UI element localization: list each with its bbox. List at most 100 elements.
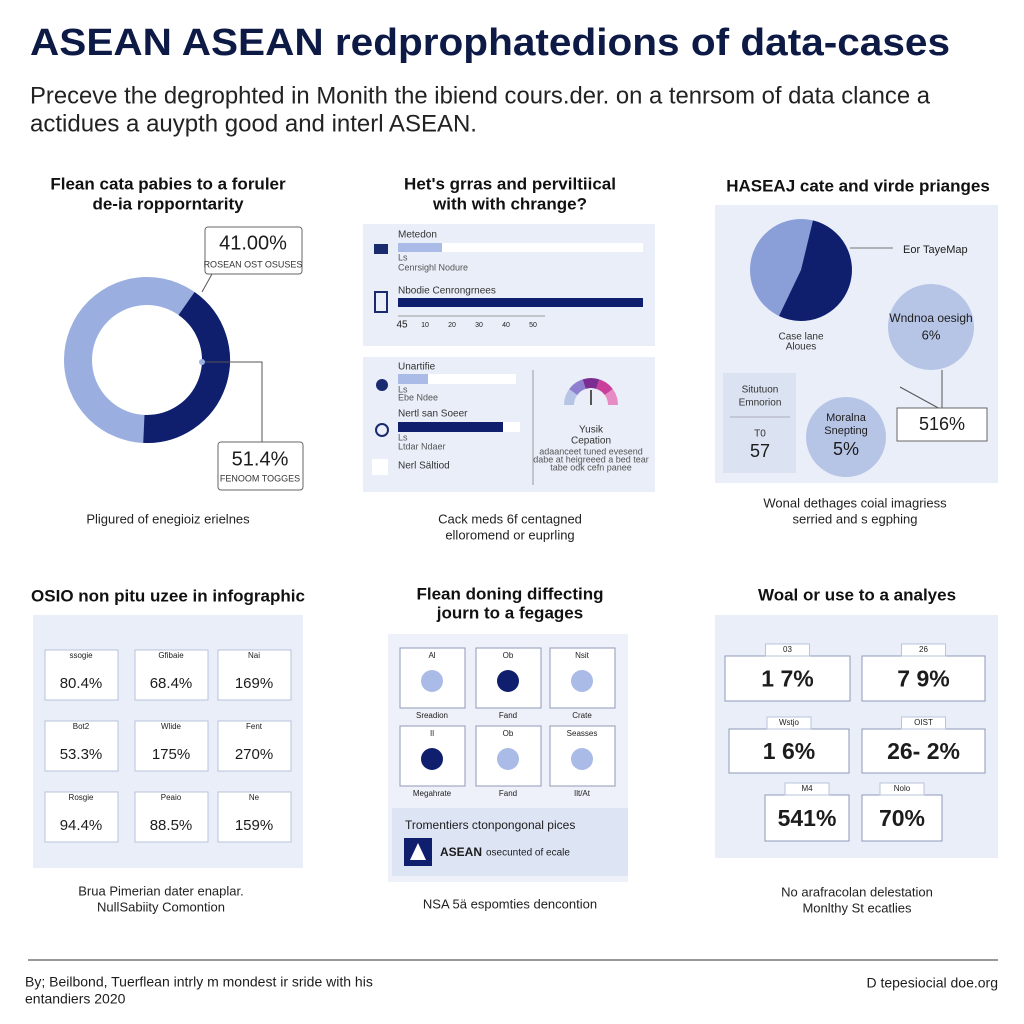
row-label: Nbodie Cenrongrnees — [398, 286, 496, 297]
pie-label: Eor TayeMap — [903, 244, 968, 256]
gauge-segment — [582, 378, 600, 389]
card-label: Nsit — [575, 651, 590, 660]
gauge-label: Yusik — [579, 425, 604, 436]
dot — [497, 748, 519, 770]
side-label: Emnorion — [739, 398, 782, 409]
icon — [372, 459, 388, 475]
icon — [374, 291, 388, 313]
icon — [374, 244, 388, 254]
leader-line — [899, 386, 943, 411]
dot — [571, 670, 593, 692]
card-label: 26 — [919, 645, 928, 654]
card-label: Bot2 — [73, 722, 90, 731]
row-note: Ltdar Ndaer — [398, 441, 446, 451]
card-label: Il — [430, 729, 434, 738]
card-tab — [901, 643, 946, 657]
gauge-segment — [595, 379, 613, 396]
axis-label: 40 — [502, 322, 510, 329]
leader-line — [202, 361, 263, 442]
stat-card — [861, 728, 986, 774]
card-label: Wlide — [161, 722, 182, 731]
bubble-label: Moralna — [826, 412, 867, 424]
gauge-segment — [569, 379, 587, 396]
side-box — [723, 373, 796, 473]
bubble — [888, 284, 974, 370]
bar — [398, 243, 442, 252]
card-tab — [765, 643, 810, 657]
dot — [497, 670, 519, 692]
stat-card — [217, 720, 292, 772]
card-label: Gfibaie — [158, 651, 184, 660]
bubble-label: Snepting — [824, 425, 867, 437]
caption: serried and s egphing — [792, 511, 917, 526]
callout-box — [217, 441, 304, 491]
card-label: Wstjo — [779, 718, 800, 727]
stat-card — [44, 720, 119, 772]
card-label: ssogie — [69, 651, 93, 660]
box-value: 516% — [919, 414, 965, 434]
gauge-note: adaanceet tuned evesend — [539, 446, 643, 456]
leader-line — [201, 273, 213, 293]
icon — [375, 423, 389, 437]
card-label: M4 — [801, 784, 813, 793]
caption: Cack meds 6f centagned — [438, 511, 582, 526]
dot — [421, 748, 443, 770]
brand-note: osecunted of ecale — [486, 848, 570, 859]
dot — [421, 670, 443, 692]
footer-site: D tepesiocial doe.org — [866, 975, 998, 991]
marker — [199, 359, 205, 365]
card-tab — [901, 716, 946, 730]
card-caption: Fand — [499, 789, 517, 798]
panel-title: de-ia ropporntarity — [92, 194, 244, 213]
row-note: Cenrsighl Nodure — [398, 262, 468, 272]
card-label: Peaio — [161, 793, 182, 802]
stat-card — [134, 791, 209, 843]
bubble — [806, 397, 886, 477]
caption: Pligured of enegioiz erielnes — [86, 511, 250, 526]
caption: Monlthy St ecatlies — [802, 900, 912, 915]
card-value: 68.4% — [150, 675, 193, 692]
card-caption: Ilt/At — [574, 789, 591, 798]
bubble-value: 6% — [922, 327, 941, 342]
row-label: Unartifie — [398, 362, 436, 373]
caption: elloromend or euprling — [445, 527, 574, 542]
dot — [571, 748, 593, 770]
card-value: 80.4% — [60, 675, 103, 692]
bar — [398, 422, 503, 432]
card-label: Seasses — [567, 729, 598, 738]
card-caption: Fand — [499, 711, 517, 720]
stat-card — [44, 649, 119, 701]
gauge-segment — [564, 389, 578, 406]
value-box — [896, 407, 988, 442]
card-value: 1 7% — [761, 666, 813, 692]
donut-segment — [143, 292, 230, 443]
card-value: 94.4% — [60, 817, 103, 834]
panel-title: Flean cata pabies to a foruler — [50, 174, 286, 193]
row-label: Metedon — [398, 230, 437, 241]
side-label: Situtuon — [742, 385, 779, 396]
bar-track — [398, 243, 643, 252]
card-tab — [766, 716, 812, 730]
note-text: Tromentiers ctonpongonal pices — [405, 818, 575, 832]
pie-slice — [779, 220, 852, 321]
stat-card — [44, 791, 119, 843]
card-value: 7 9% — [897, 666, 949, 692]
card-value: 53.3% — [60, 746, 103, 763]
callout-note: ROSEAN OST OSUSES — [204, 259, 303, 269]
bar — [398, 298, 643, 307]
panel-title: Woal or use to a analyes — [758, 585, 956, 604]
icon — [376, 379, 388, 391]
row-note: Ebe Ndee — [398, 392, 438, 402]
axis-label: 10 — [421, 322, 429, 329]
card-caption: Megahrate — [413, 789, 452, 798]
panel-title: journ to a fegages — [436, 603, 583, 622]
card-value: 1 6% — [763, 738, 815, 764]
stat-card — [861, 794, 943, 842]
panel-title: with with chrange? — [432, 194, 587, 213]
callout-value: 51.4% — [232, 448, 289, 470]
panel-title: OSIO non pitu uzee in infographic — [31, 586, 305, 605]
axis-label: 50 — [529, 322, 537, 329]
card-value: 70% — [879, 805, 925, 831]
card-label: Nai — [248, 651, 260, 660]
row-note: Ls — [398, 252, 408, 262]
